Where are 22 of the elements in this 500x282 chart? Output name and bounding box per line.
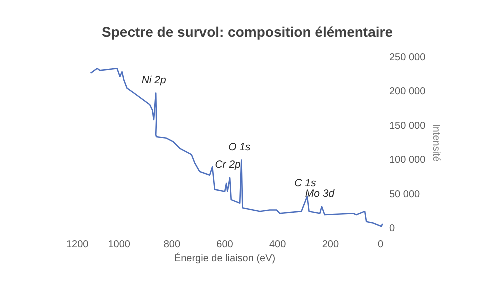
y-tick-label: 200 000 xyxy=(390,86,426,98)
x-tick-label: 1000 xyxy=(108,240,131,250)
x-tick-label: 800 xyxy=(164,240,181,250)
y-tick-label: 150 000 xyxy=(390,120,426,132)
y-tick-label: 0 xyxy=(390,224,396,234)
x-tick-label: 600 xyxy=(216,240,234,250)
x-tick-label: 1200 xyxy=(66,240,90,250)
annotation: C 1s xyxy=(294,178,317,190)
annotation: Mo 3d xyxy=(305,188,336,200)
x-axis-title: Énergie de liaison (eV) xyxy=(174,252,276,264)
annotation: Cr 2p xyxy=(215,159,242,172)
line-series xyxy=(90,68,384,228)
y-tick-label: 100 000 xyxy=(390,155,426,166)
x-tick-label: 200 xyxy=(322,240,340,250)
x-tick-label: 0 xyxy=(378,240,384,250)
y-tick-label: 250 000 xyxy=(390,52,426,64)
x-tick-label: 400 xyxy=(269,240,287,250)
annotation: Ni 2p xyxy=(142,74,166,86)
y-axis-title: Intensité xyxy=(430,124,442,162)
annotation: O 1s xyxy=(228,141,252,154)
y-tick-label: 50 000 xyxy=(390,189,421,200)
chart-title: Spectre de survol: composition élémentaire xyxy=(102,24,394,40)
